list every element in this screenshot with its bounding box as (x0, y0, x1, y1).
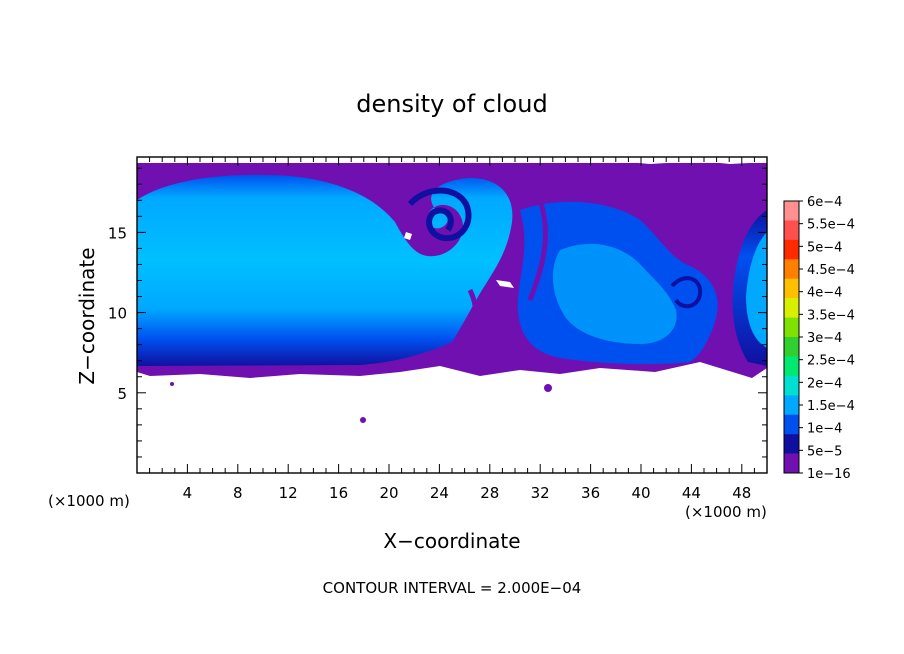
field-speck (544, 384, 552, 392)
colorbar: 6e−4 5.5e−4 5e−4 4.5e−4 4e−4 3.5e−4 3e−4 2.5e−4… (783, 195, 855, 482)
colorbar-swatch (784, 434, 799, 454)
x-unit-left: (×1000 m) (48, 492, 130, 510)
y-tick-label: 5 (117, 385, 127, 403)
contour-interval-footer: CONTOUR INTERVAL = 2.000E−04 (323, 579, 582, 597)
field-speck (170, 382, 174, 386)
y-tick-label: 15 (108, 224, 127, 242)
colorbar-label: 2.5e−4 (807, 354, 855, 369)
field-gap-hole-small (404, 232, 412, 240)
colorbar-swatch (784, 375, 799, 396)
colorbar-swatch (784, 278, 799, 299)
colorbar-swatch (784, 239, 799, 260)
field-right-core (746, 232, 767, 348)
colorbar-label: 4.5e−4 (807, 263, 855, 278)
colorbar-swatch (784, 453, 799, 474)
colorbar-swatch (784, 298, 799, 318)
field-left-cloud (137, 174, 513, 366)
x-tick-label: 12 (279, 484, 298, 502)
field-center-vortex (670, 276, 703, 309)
colorbar-label: 4e−4 (807, 286, 842, 301)
density-field (137, 157, 767, 423)
colorbar-swatch (784, 395, 799, 416)
colorbar-swatch (784, 220, 799, 241)
colorbar-label: 1.5e−4 (807, 399, 855, 414)
field-speck (360, 417, 366, 423)
x-tick-label: 24 (430, 484, 449, 502)
x-tick-label: 28 (480, 484, 499, 502)
colorbar-swatch (784, 259, 799, 280)
colorbar-label: 6e−4 (807, 195, 842, 210)
colorbar-label: 5.5e−4 (807, 218, 855, 233)
field-gap-hole (496, 280, 514, 288)
x-tick-label: 36 (581, 484, 600, 502)
colorbar-label: 3e−4 (807, 331, 842, 346)
colorbar-label: 5e−4 (807, 240, 842, 255)
x-tick-label: 8 (233, 484, 243, 502)
x-tick-label: 4 (183, 484, 193, 502)
colorbar-swatch (784, 201, 799, 221)
x-axis-label: X−coordinate (383, 529, 520, 553)
field-swirl (407, 187, 472, 242)
colorbar-label: 2e−4 (807, 376, 842, 391)
x-tick-label: 44 (682, 484, 701, 502)
chart-title: density of cloud (356, 90, 547, 118)
y-axis-ticks: 5 10 15 (108, 167, 767, 458)
x-tick-label: 32 (531, 484, 550, 502)
colorbar-swatch (784, 414, 799, 435)
colorbar-swatch (784, 356, 799, 377)
x-tick-label: 20 (379, 484, 398, 502)
colorbar-label: 5e−5 (807, 444, 842, 459)
colorbar-swatch (784, 337, 799, 357)
x-axis-ticks: 4 8 12 16 20 24 28 32 36 40 44 48 (149, 157, 755, 502)
x-unit-right: (×1000 m) (685, 503, 767, 521)
x-tick-label: 40 (631, 484, 650, 502)
field-filaments (463, 199, 548, 358)
colorbar-swatch (784, 317, 799, 338)
y-tick-label: 10 (108, 305, 127, 323)
colorbar-label: 1e−4 (807, 422, 842, 437)
field-center-core (552, 243, 677, 344)
colorbar-label: 1e−16 (807, 467, 851, 482)
x-tick-label: 48 (732, 484, 751, 502)
colorbar-label: 3.5e−4 (807, 308, 855, 323)
y-axis-label: Z−coordinate (75, 247, 99, 384)
x-tick-label: 16 (329, 484, 348, 502)
